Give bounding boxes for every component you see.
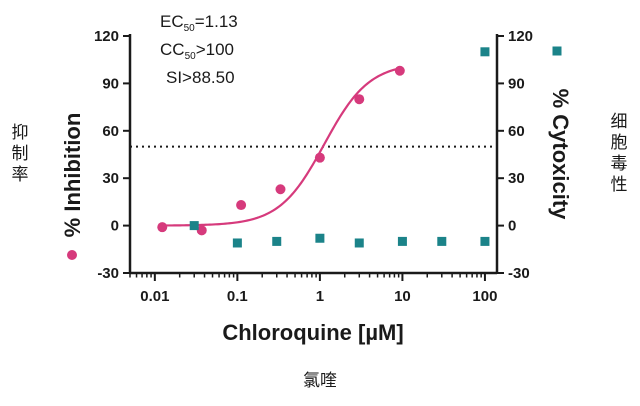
y-left-tick-label: 90 <box>102 75 119 92</box>
legend-circle-marker <box>67 250 77 260</box>
y-left-tick-label: 120 <box>94 28 119 45</box>
legend-square-marker <box>552 46 562 56</box>
inhibition-point <box>394 65 405 76</box>
y-axis-left-title: % Inhibition <box>60 113 85 260</box>
inhibition-point <box>236 200 247 211</box>
ticks: -30 -30 0 0 30 30 60 60 90 90 120 120 0.01 0.1 1 10 100 <box>94 28 533 305</box>
cytotoxicity-point <box>437 236 447 246</box>
left-cn-char-3: 率 <box>12 165 29 185</box>
left-cn-char-2: 制 <box>12 144 29 164</box>
right-cn-char-3: 毒 <box>611 154 628 174</box>
y-right-tick-label: 60 <box>508 123 525 140</box>
cytotoxicity-point <box>272 236 282 246</box>
y-left-tick-label: 30 <box>102 170 119 187</box>
cytotoxicity-point <box>480 236 490 246</box>
x-tick-label: 0.01 <box>140 288 169 305</box>
data-marks <box>157 47 490 248</box>
y-left-tick-label: 60 <box>102 123 119 140</box>
axes <box>128 34 499 275</box>
y-right-tick-label: 120 <box>508 28 533 45</box>
y-right-tick-label: 0 <box>508 218 516 235</box>
x-tick-label: 10 <box>394 288 411 305</box>
cytotoxicity-point <box>480 47 490 57</box>
y-right-tick-label: -30 <box>508 265 530 282</box>
inhibition-point <box>354 94 365 105</box>
y-left-tick-label: 0 <box>111 218 119 235</box>
right-cn-char-1: 细 <box>611 112 628 132</box>
cytotoxicity-point <box>315 233 325 243</box>
inhibition-point <box>157 222 168 233</box>
inhibition-point <box>196 225 207 236</box>
right-cn-char-4: 性 <box>611 175 628 195</box>
x-tick-label: 0.1 <box>227 288 248 305</box>
cytotoxicity-point <box>397 236 407 246</box>
right-cn-char-2: 胞 <box>611 133 628 153</box>
bottom-cn-label: 氯喹 <box>303 371 337 391</box>
x-tick-label: 1 <box>316 288 324 305</box>
cytotoxicity-point <box>354 238 364 248</box>
y-axis-right-label: % Cytoxicity <box>548 89 573 221</box>
y-axis-right-title: % Cytoxicity <box>548 46 573 221</box>
cytotoxicity-point <box>232 238 242 248</box>
inhibition-point <box>314 152 325 163</box>
y-axis-left-label: % Inhibition <box>60 113 85 238</box>
y-right-tick-label: 90 <box>508 75 525 92</box>
ec50-annotation: EC50=1.13 <box>160 12 238 34</box>
y-left-tick-label: -30 <box>97 265 119 282</box>
x-axis-title: Chloroquine [µM] <box>222 320 403 345</box>
si-annotation: SI>88.50 <box>166 68 235 87</box>
x-tick-label: 100 <box>472 288 497 305</box>
inhibition-fit-curve <box>162 67 401 227</box>
y-right-tick-label: 30 <box>508 170 525 187</box>
cc50-annotation: CC50>100 <box>160 40 234 62</box>
cytotoxicity-point <box>189 221 199 231</box>
left-cn-char-1: 抑 <box>12 123 29 143</box>
inhibition-point <box>275 184 286 195</box>
